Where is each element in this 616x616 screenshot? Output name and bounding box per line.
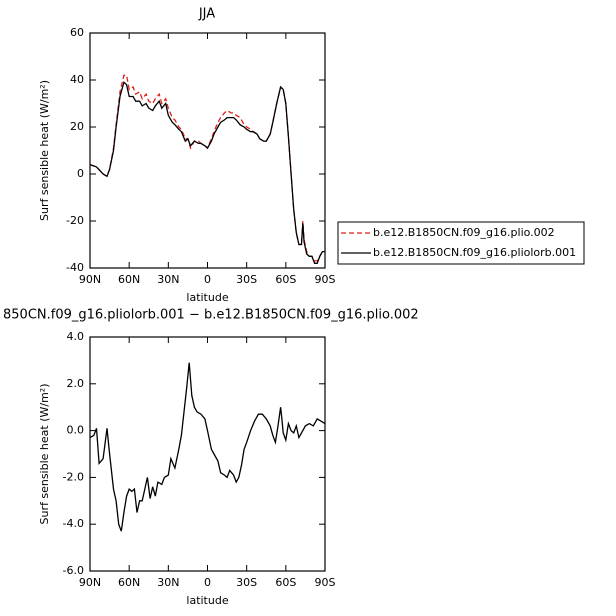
y-tick-label: 0.0 <box>67 424 85 437</box>
x-tick-label: 90N <box>79 273 101 286</box>
y-tick-label: 60 <box>70 26 84 39</box>
chart-title: 850CN.f09_g16.pliolorb.001 − b.e12.B1850… <box>3 308 419 323</box>
x-tick-label: 90S <box>315 576 336 589</box>
y-tick-label: 0 <box>77 167 84 180</box>
legend-label: b.e12.B1850CN.f09_g16.plio.002 <box>373 226 555 239</box>
y-tick-label: 4.0 <box>67 330 85 343</box>
series-line <box>89 362 326 532</box>
x-tick-label: 0 <box>204 273 211 286</box>
series-line <box>89 81 325 264</box>
plot-frame <box>89 336 326 572</box>
y-tick-label: 20 <box>70 120 84 133</box>
legend-label: b.e12.B1850CN.f09_g16.pliolorb.001 <box>373 246 576 259</box>
x-tick-label: 90N <box>79 576 101 589</box>
legend-box <box>337 221 585 265</box>
y-tick-label: -2.0 <box>63 470 84 483</box>
y-axis-label: Surf sensible heat (W/m²) <box>38 80 51 221</box>
series-line <box>89 74 325 262</box>
x-axis-label: latitude <box>186 291 228 304</box>
y-tick-label: 2.0 <box>67 377 85 390</box>
y-tick-label: -20 <box>66 214 84 227</box>
x-tick-label: 30N <box>157 576 179 589</box>
y-tick-label: 40 <box>70 73 84 86</box>
y-tick-label: -40 <box>66 261 84 274</box>
chart-title: JJA <box>198 7 215 22</box>
x-tick-label: 30S <box>236 576 257 589</box>
x-tick-label: 90S <box>315 273 336 286</box>
x-tick-label: 60S <box>275 576 296 589</box>
x-tick-label: 0 <box>204 576 211 589</box>
plot-frame <box>89 32 326 269</box>
x-axis-label: latitude <box>186 594 228 607</box>
x-tick-label: 60N <box>118 273 140 286</box>
y-tick-label: -6.0 <box>63 564 84 577</box>
x-tick-label: 60S <box>275 273 296 286</box>
x-tick-label: 60N <box>118 576 140 589</box>
x-tick-label: 30N <box>157 273 179 286</box>
y-axis-label: Surf sensible heat (W/m²) <box>38 384 51 525</box>
x-tick-label: 30S <box>236 273 257 286</box>
y-tick-label: -4.0 <box>63 517 84 530</box>
